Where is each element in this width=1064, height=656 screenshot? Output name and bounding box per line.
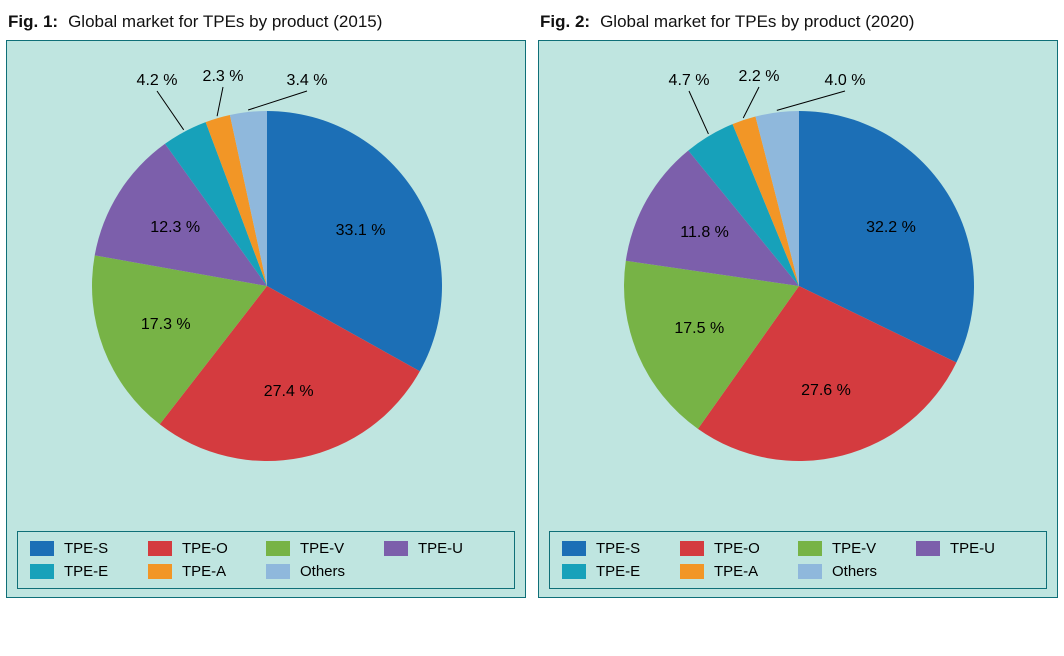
legend: TPE-S TPE-O TPE-V TPE-U TPE-E TPE-A Others bbox=[17, 531, 515, 589]
legend-label: TPE-V bbox=[832, 540, 876, 557]
legend-label: TPE-U bbox=[418, 540, 463, 557]
legend-swatch bbox=[562, 541, 586, 556]
figure-prefix: Fig. 1: bbox=[8, 12, 58, 31]
legend-swatch bbox=[916, 541, 940, 556]
slice-label: 27.6 % bbox=[801, 382, 851, 400]
legend-label: TPE-S bbox=[64, 540, 108, 557]
legend-label: Others bbox=[300, 563, 345, 580]
legend-label: TPE-V bbox=[300, 540, 344, 557]
legend-item: TPE-V bbox=[798, 540, 916, 557]
legend-label: TPE-O bbox=[182, 540, 228, 557]
slice-label: 11.8 % bbox=[680, 224, 729, 242]
legend-swatch bbox=[798, 564, 822, 579]
slice-label: 32.2 % bbox=[866, 219, 916, 237]
legend-label: TPE-E bbox=[64, 563, 108, 580]
figure-panel: Fig. 2: Global market for TPEs by product… bbox=[538, 6, 1058, 598]
slice-label: 12.3 % bbox=[150, 219, 200, 237]
legend-swatch bbox=[148, 541, 172, 556]
slice-label: 2.3 % bbox=[203, 68, 244, 86]
legend-label: TPE-A bbox=[714, 563, 758, 580]
legend-label: TPE-U bbox=[950, 540, 995, 557]
legend-item: TPE-E bbox=[562, 563, 680, 580]
slice-label: 2.2 % bbox=[739, 68, 780, 86]
legend-item: Others bbox=[798, 563, 916, 580]
legend-swatch bbox=[148, 564, 172, 579]
legend: TPE-S TPE-O TPE-V TPE-U TPE-E TPE-A Others bbox=[549, 531, 1047, 589]
figure-title: Fig. 2: Global market for TPEs by product… bbox=[540, 12, 1058, 32]
legend-item: TPE-E bbox=[30, 563, 148, 580]
legend-item: TPE-A bbox=[148, 563, 266, 580]
chart-box: 33.1 % 27.4 % 17.3 % 12.3 % 4.2 % 2.3 % 3.4 % T… bbox=[6, 40, 526, 598]
legend-item: TPE-U bbox=[916, 540, 1034, 557]
legend-label: TPE-S bbox=[596, 540, 640, 557]
slice-label: 27.4 % bbox=[264, 383, 314, 401]
legend-item: TPE-S bbox=[562, 540, 680, 557]
legend-swatch bbox=[30, 564, 54, 579]
legend-swatch bbox=[266, 541, 290, 556]
legend-item: TPE-O bbox=[680, 540, 798, 557]
chart-box: 32.2 % 27.6 % 17.5 % 11.8 % 4.7 % 2.2 % 4.0 % T… bbox=[538, 40, 1058, 598]
figure-panel: Fig. 1: Global market for TPEs by product… bbox=[6, 6, 526, 598]
pie-chart: 32.2 % 27.6 % 17.5 % 11.8 % 4.7 % 2.2 % 4.0 % bbox=[549, 51, 1049, 521]
figure-prefix: Fig. 2: bbox=[540, 12, 590, 31]
legend-swatch bbox=[798, 541, 822, 556]
legend-label: TPE-O bbox=[714, 540, 760, 557]
pie-chart: 33.1 % 27.4 % 17.3 % 12.3 % 4.2 % 2.3 % 3.4 % bbox=[17, 51, 517, 521]
figure-title-text: Global market for TPEs by product (2020) bbox=[600, 12, 914, 31]
legend-item: Others bbox=[266, 563, 384, 580]
legend-item: TPE-V bbox=[266, 540, 384, 557]
legend-swatch bbox=[30, 541, 54, 556]
legend-swatch bbox=[562, 564, 586, 579]
slice-label: 3.4 % bbox=[287, 72, 328, 90]
legend-item: TPE-O bbox=[148, 540, 266, 557]
slice-label: 4.0 % bbox=[825, 72, 866, 90]
legend-label: TPE-E bbox=[596, 563, 640, 580]
slice-label: 4.2 % bbox=[137, 72, 178, 90]
slice-label: 17.5 % bbox=[674, 320, 724, 338]
legend-swatch bbox=[680, 541, 704, 556]
figure-title-text: Global market for TPEs by product (2015) bbox=[68, 12, 382, 31]
legend-item: TPE-A bbox=[680, 563, 798, 580]
legend-item: TPE-U bbox=[384, 540, 502, 557]
legend-label: TPE-A bbox=[182, 563, 226, 580]
legend-swatch bbox=[680, 564, 704, 579]
legend-item: TPE-S bbox=[30, 540, 148, 557]
slice-label: 4.7 % bbox=[669, 72, 710, 90]
legend-swatch bbox=[266, 564, 290, 579]
figure-title: Fig. 1: Global market for TPEs by product… bbox=[8, 12, 526, 32]
legend-label: Others bbox=[832, 563, 877, 580]
legend-swatch bbox=[384, 541, 408, 556]
slice-label: 17.3 % bbox=[141, 316, 191, 334]
slice-label: 33.1 % bbox=[336, 222, 386, 240]
